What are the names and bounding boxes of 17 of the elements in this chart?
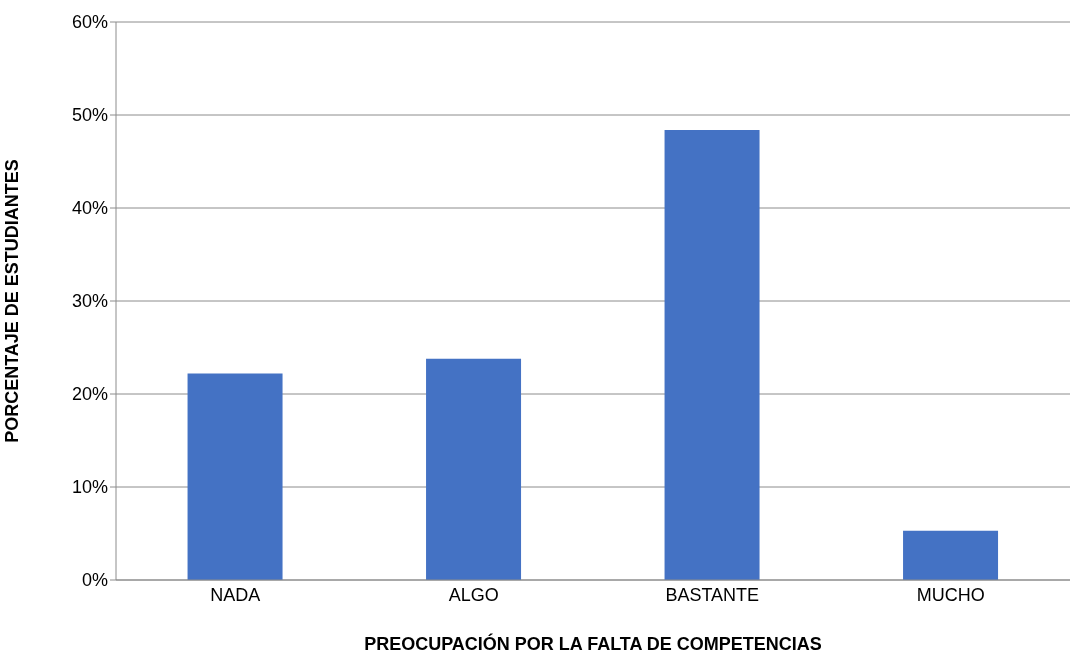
- x-tick-label: MUCHO: [916, 584, 985, 605]
- y-axis-title: PORCENTAJE DE ESTUDIANTES: [2, 159, 23, 443]
- bar: [426, 358, 522, 580]
- y-tick-label: 10%: [71, 477, 108, 498]
- y-tick-label: 40%: [71, 198, 108, 219]
- x-axis-title: PREOCUPACIÓN POR LA FALTA DE COMPETENCIAS: [364, 633, 822, 654]
- bar: [664, 129, 760, 580]
- x-tick-label: ALGO: [448, 584, 499, 605]
- bar: [903, 530, 999, 580]
- x-tick-label: BASTANTE: [665, 584, 760, 605]
- y-tick-label: 0%: [81, 570, 108, 591]
- y-tick-label: 50%: [71, 105, 108, 126]
- bar: [187, 373, 283, 580]
- y-tick-label: 60%: [71, 12, 108, 33]
- y-tick-label: 20%: [71, 384, 108, 405]
- y-tick-label: 30%: [71, 291, 108, 312]
- x-tick-label: NADA: [210, 584, 261, 605]
